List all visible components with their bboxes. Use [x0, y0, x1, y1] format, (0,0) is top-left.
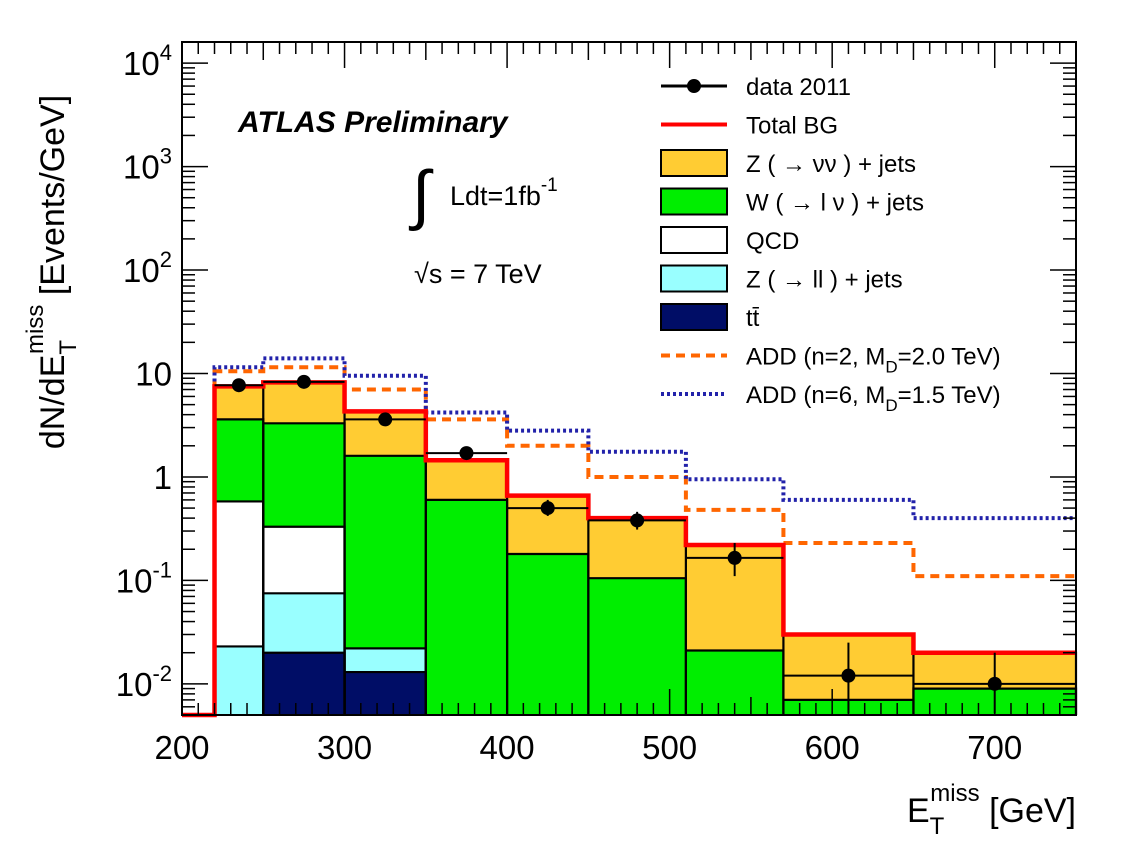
y-tick-label-1000: 103 [123, 144, 172, 186]
annotations: ATLAS Preliminary ∫ Ldt=1fb-1 √s = 7 TeV [237, 106, 558, 289]
background-stack [213, 381, 1078, 715]
legend-entry-6-label: Z ( → ll ) + jets [746, 267, 903, 294]
legend-entry-7-label: tt̄ [746, 305, 760, 332]
integral-sign: ∫ [408, 157, 434, 231]
bar-w-lnu-jets-5 [507, 553, 589, 715]
bar-z-ll-jets-1 [214, 646, 264, 715]
legend-entry-4-swatch [660, 187, 728, 216]
bar-w-lnu-jets-6 [588, 578, 686, 715]
signal-curve-2 [182, 356, 1076, 717]
y-tick-label-100: 102 [123, 247, 172, 289]
legend-entry-2-label: Total BG [746, 113, 838, 140]
legend-entry-3-label: Z ( → νν ) + jets [746, 151, 916, 178]
y-axis-ticks: 10-2 10-1 1 10 102 103 104 [116, 40, 1076, 716]
data-point-3 [459, 446, 474, 461]
x-axis-title: ETmiss [GeV] [907, 780, 1076, 840]
data-point-6 [727, 550, 742, 565]
y-tick-label-1: 1 [154, 459, 172, 496]
x-tick-label-200: 200 [154, 729, 209, 766]
y-tick-label-0.1: 10-1 [116, 557, 172, 599]
data-point-5 [630, 513, 645, 528]
data-point-0 [231, 378, 246, 393]
total-bg-line [182, 380, 1076, 718]
legend-entry-4-label: W ( → l ν ) + jets [746, 190, 924, 217]
legend-entry-1-marker [687, 79, 701, 93]
legend: data 2011 Total BG Z ( → νν ) + jets W ( → … [660, 74, 1001, 415]
x-tick-label-700: 700 [967, 729, 1022, 766]
data-point-8 [987, 676, 1002, 691]
legend-entry-7-swatch [660, 303, 728, 331]
legend-entry-9-label: ADD (n=6, MD=1.5 TeV) [746, 382, 1001, 415]
bar-w-lnu-jets-4 [425, 499, 508, 715]
experiment-label: ATLAS Preliminary [237, 106, 509, 139]
data-point-7 [841, 668, 856, 683]
y-tick-label-10000: 104 [123, 40, 172, 82]
signal-curve-1 [182, 365, 1076, 717]
x-axis-ticks: 200 300 400 500 600 700 [154, 42, 1077, 766]
y-axis-title: dN/dETmiss [Events/GeV] [22, 95, 82, 449]
data-point-2 [378, 412, 393, 427]
energy-label: √s = 7 TeV [414, 259, 542, 289]
legend-entry-5-label: QCD [746, 228, 799, 255]
luminosity-label: Ldt=1fb-1 [450, 175, 558, 211]
legend-entry-6-swatch [660, 264, 728, 293]
data-point-1 [296, 374, 311, 389]
x-tick-label-500: 500 [642, 729, 697, 766]
signal-curves [182, 356, 1076, 717]
x-tick-label-300: 300 [317, 729, 372, 766]
legend-entry-8-label: ADD (n=2, MD=2.0 TeV) [746, 344, 1001, 377]
data-point-4 [540, 501, 555, 516]
y-tick-label-0.01: 10-2 [116, 661, 172, 703]
legend-entry-3-swatch [660, 149, 728, 177]
data-points [214, 374, 1076, 714]
legend-entry-5-swatch [660, 226, 728, 254]
x-tick-label-400: 400 [480, 729, 535, 766]
legend-entry-1-label: data 2011 [746, 74, 851, 101]
total-bg-curve [182, 380, 1076, 718]
x-tick-label-600: 600 [805, 729, 860, 766]
bar-ttbar-2 [263, 652, 345, 715]
bar-ttbar-3 [344, 672, 426, 715]
y-tick-label-10: 10 [135, 355, 172, 392]
